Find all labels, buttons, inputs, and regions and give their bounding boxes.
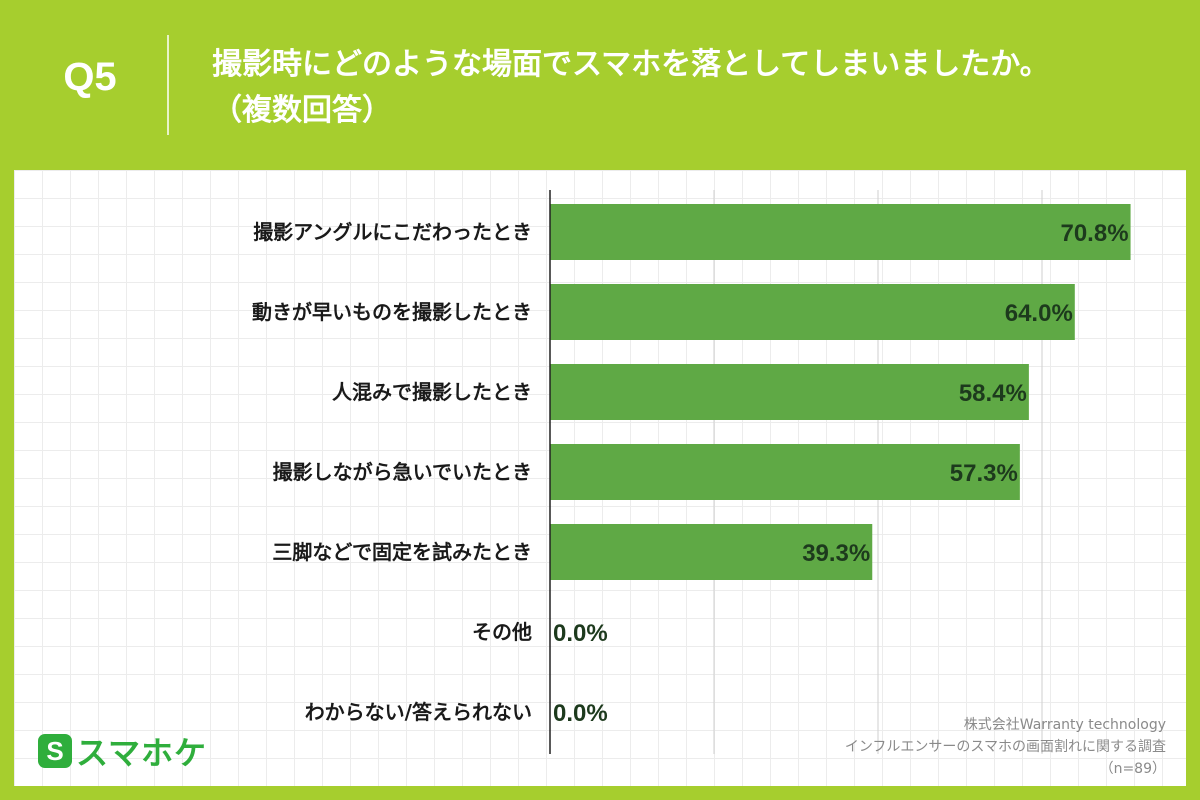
bar	[550, 284, 1075, 340]
value-label: 58.4%	[959, 380, 1027, 407]
question-title-line1: 撮影時にどのような場面でスマホを落としてしまいましたか。	[212, 47, 1050, 82]
source-note: 株式会社Warranty technology インフルエンサーのスマホの画面割…	[845, 714, 1166, 780]
logo: S スマホケ	[38, 728, 207, 774]
question-title-line2: （複数回答）	[212, 93, 392, 128]
source-company: 株式会社Warranty technology	[963, 717, 1166, 733]
value-label: 64.0%	[1005, 300, 1073, 327]
value-label: 0.0%	[553, 700, 608, 727]
bar	[550, 204, 1131, 260]
logo-text: スマホケ	[76, 734, 208, 772]
category-label: 三脚などで固定を試みたとき	[272, 540, 532, 564]
header-divider	[167, 35, 169, 135]
value-label: 0.0%	[553, 620, 608, 647]
value-label: 39.3%	[802, 540, 870, 567]
category-label: 撮影しながら急いでいたとき	[273, 460, 532, 484]
logo-mark: S	[38, 734, 72, 768]
source-survey: インフルエンサーのスマホの画面割れに関する調査	[844, 739, 1166, 755]
category-label: 動きが早いものを撮影したとき	[252, 300, 532, 324]
bar	[550, 364, 1029, 420]
question-number: Q5	[63, 55, 117, 99]
value-label: 70.8%	[1060, 220, 1128, 247]
bar-chart: 撮影アングルにこだわったとき 70.8% 動きが早いものを撮影したとき 64.0% 人混…	[252, 190, 1131, 754]
category-label: わからない/答えられない	[305, 700, 532, 724]
question-title: 撮影時にどのような場面でスマホを落としてしまいましたか。 （複数回答）	[212, 42, 1182, 134]
category-label: 撮影アングルにこだわったとき	[253, 220, 532, 244]
chart-panel: 撮影アングルにこだわったとき 70.8% 動きが早いものを撮影したとき 64.0% 人混…	[14, 170, 1186, 786]
bar	[550, 524, 873, 580]
category-label: 人混みで撮影したとき	[332, 380, 532, 404]
source-sample: （n=89）	[1099, 761, 1166, 777]
category-label: その他	[472, 620, 532, 644]
bar	[550, 444, 1020, 500]
header: Q5 撮影時にどのような場面でスマホを落としてしまいましたか。 （複数回答）	[0, 0, 1200, 170]
value-label: 57.3%	[950, 460, 1018, 487]
